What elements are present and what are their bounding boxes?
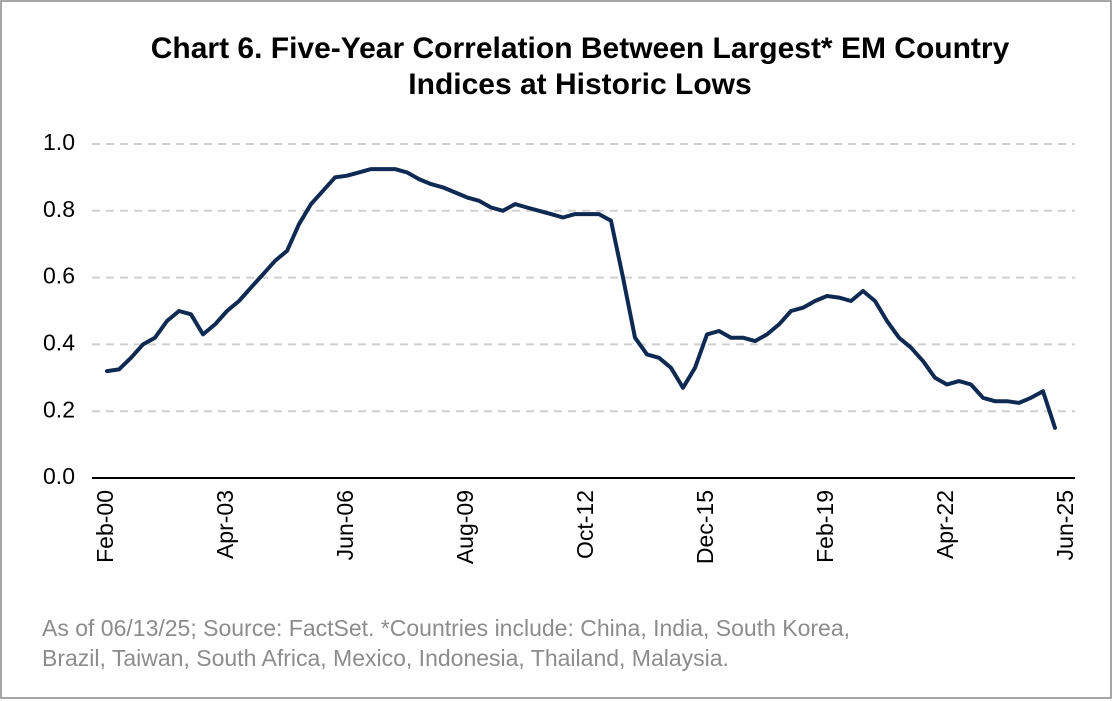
y-tick-label: 1.0: [43, 129, 75, 155]
y-tick-label: 0.2: [43, 396, 75, 422]
footnote: Brazil, Taiwan, South Africa, Mexico, In…: [42, 645, 729, 671]
y-tick-label: 0.8: [43, 196, 75, 222]
line-series: [105, 167, 1057, 430]
x-tick-label: Aug-09: [452, 490, 478, 564]
x-tick-label: Oct-12: [572, 490, 598, 559]
x-tick-label: Jun-06: [332, 490, 358, 560]
x-tick-label: Dec-15: [692, 490, 718, 564]
x-tick-label: Jun-25: [1052, 490, 1078, 560]
x-tick-label: Feb-00: [92, 490, 118, 563]
x-tick-label: Apr-22: [932, 490, 958, 559]
x-tick-label: Apr-03: [212, 490, 238, 559]
chart-title: Chart 6. Five-Year Correlation Between L…: [151, 32, 1010, 65]
y-tick-label: 0.6: [43, 263, 75, 289]
x-tick-label: Feb-19: [812, 490, 838, 563]
chart-title: Indices at Historic Lows: [408, 68, 751, 101]
footnote: As of 06/13/25; Source: FactSet. *Countr…: [42, 615, 850, 641]
y-tick-label: 0.4: [43, 329, 75, 355]
y-tick-label: 0.0: [43, 463, 75, 489]
